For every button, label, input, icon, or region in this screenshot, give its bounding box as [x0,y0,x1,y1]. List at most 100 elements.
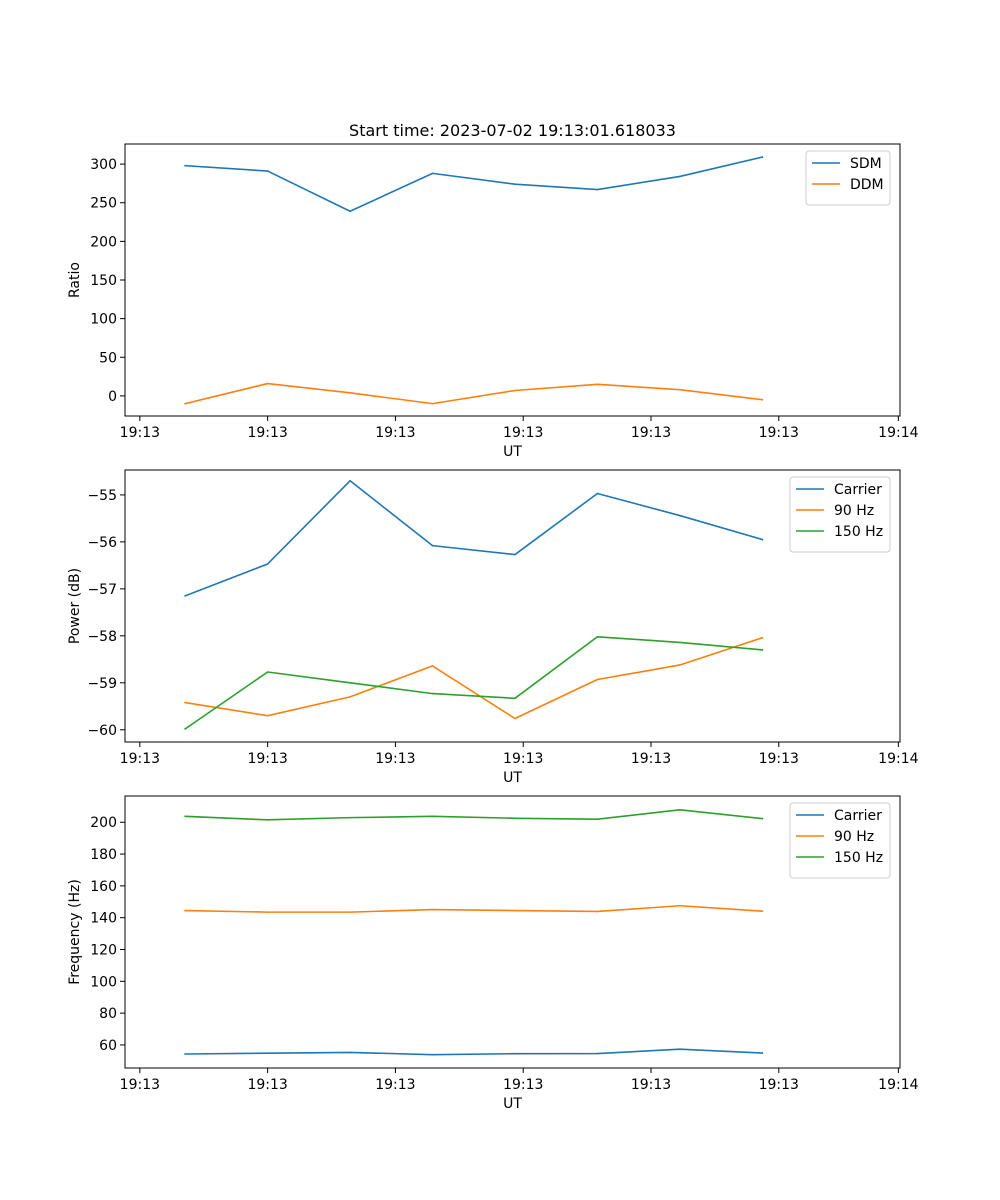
data-point [349,696,351,698]
x-tick-label: 19:13 [120,751,160,767]
y-tick-label: 150 [90,273,117,289]
legend-label: Carrier [834,482,882,498]
data-point [184,728,186,730]
legend-label: 150 Hz [834,850,883,866]
x-tick-label: 19:13 [247,1077,287,1093]
y-tick-label: 160 [90,879,117,895]
data-point [184,402,186,405]
series-line-150-hz [184,809,764,821]
data-point [349,480,351,482]
data-point [431,692,434,695]
legend-label: 90 Hz [834,503,874,519]
data-point [761,1052,764,1054]
data-point [679,664,681,666]
data-point [184,815,186,818]
axes-frame [124,469,901,743]
data-point [596,1052,599,1055]
legend-label: 90 Hz [834,829,874,845]
x-tick-label: 19:13 [503,425,543,441]
data-point [514,817,516,820]
y-axis-label: Frequency (Hz) [67,879,83,985]
legend-label: 150 Hz [834,524,883,540]
chart-panel-2: 19:13 19:13 19:13 19:13 19:13 19:13 19:14 −60 −5… [67,469,919,786]
legend-label: DDM [850,177,884,193]
y-tick-label: −59 [87,676,117,692]
y-tick-label: 120 [90,942,117,958]
data-point [761,538,764,541]
legend: Carrier 90 Hz 150 Hz [789,476,891,553]
x-tick-label: 19:13 [631,425,671,441]
x-tick-label: 19:14 [878,1077,918,1093]
data-point [679,641,681,644]
x-tick-label: 19:13 [247,425,287,441]
x-tick-label: 19:13 [503,1077,543,1093]
x-tick-label: 19:14 [878,425,918,441]
figure-title: Start time: 2023-07-02 19:13:01.618033 [349,121,676,140]
chart-panel-1: 19:13 19:13 19:13 19:13 19:13 19:13 19:14 0 50 10… [67,143,919,460]
x-tick-label: 19:13 [375,1077,415,1093]
x-tick-label: 19:14 [878,751,918,767]
axes-frame [124,795,901,1069]
y-tick-label: −56 [87,535,117,551]
data-point [184,1053,186,1055]
data-point [761,636,764,639]
x-tick-label: 19:13 [375,751,415,767]
data-point [266,1052,269,1055]
data-point [679,175,681,178]
x-tick-label: 19:13 [120,1077,160,1093]
y-tick-label: 200 [90,234,117,250]
data-point [514,697,516,700]
data-point [596,635,599,638]
data-point [761,649,764,651]
data-point [596,678,599,681]
legend-label: SDM [850,156,882,172]
x-tick-label: 19:13 [247,751,287,767]
y-tick-label: 100 [90,974,117,990]
series-line-90-hz [184,904,764,913]
x-tick-label: 19:13 [631,751,671,767]
series-line-carrier [184,479,764,597]
y-tick-label: 0 [108,389,117,405]
x-axis-label: UT [503,444,522,460]
data-point [266,671,269,673]
charts-container: 19:13 19:13 19:13 19:13 19:13 19:13 19:14 0 50 10… [67,143,919,1112]
y-tick-label: 80 [99,1006,117,1022]
legend-box [789,476,891,553]
series-line-ddm [184,382,764,405]
data-point [596,910,599,913]
x-axis-label: UT [503,1096,522,1112]
data-point [184,595,186,597]
data-point [679,1048,681,1051]
data-point [679,514,681,517]
data-point [431,402,434,405]
data-point [431,908,434,911]
data-point [349,1051,351,1054]
y-tick-label: 140 [90,911,117,927]
x-tick-label: 19:13 [631,1077,671,1093]
legend-box [805,150,891,206]
x-axis-label: UT [503,770,522,786]
data-point [761,156,764,158]
data-point [349,682,351,684]
x-tick-label: 19:13 [120,425,160,441]
x-tick-label: 19:13 [759,1077,799,1093]
y-tick-label: 180 [90,847,117,863]
data-point [266,819,269,821]
data-point [761,910,764,912]
data-point [514,183,516,185]
legend: Carrier 90 Hz 150 Hz [789,802,891,879]
data-point [266,714,269,717]
series-line-90-hz [184,636,764,720]
data-point [349,816,351,819]
series-line-sdm [184,156,764,213]
y-tick-label: 50 [99,350,117,366]
data-point [349,392,351,394]
data-point [431,815,434,818]
data-point [431,172,434,175]
data-point [349,210,351,213]
data-point [184,701,186,704]
data-point [431,665,434,667]
data-point [514,717,516,720]
data-point [596,188,599,191]
